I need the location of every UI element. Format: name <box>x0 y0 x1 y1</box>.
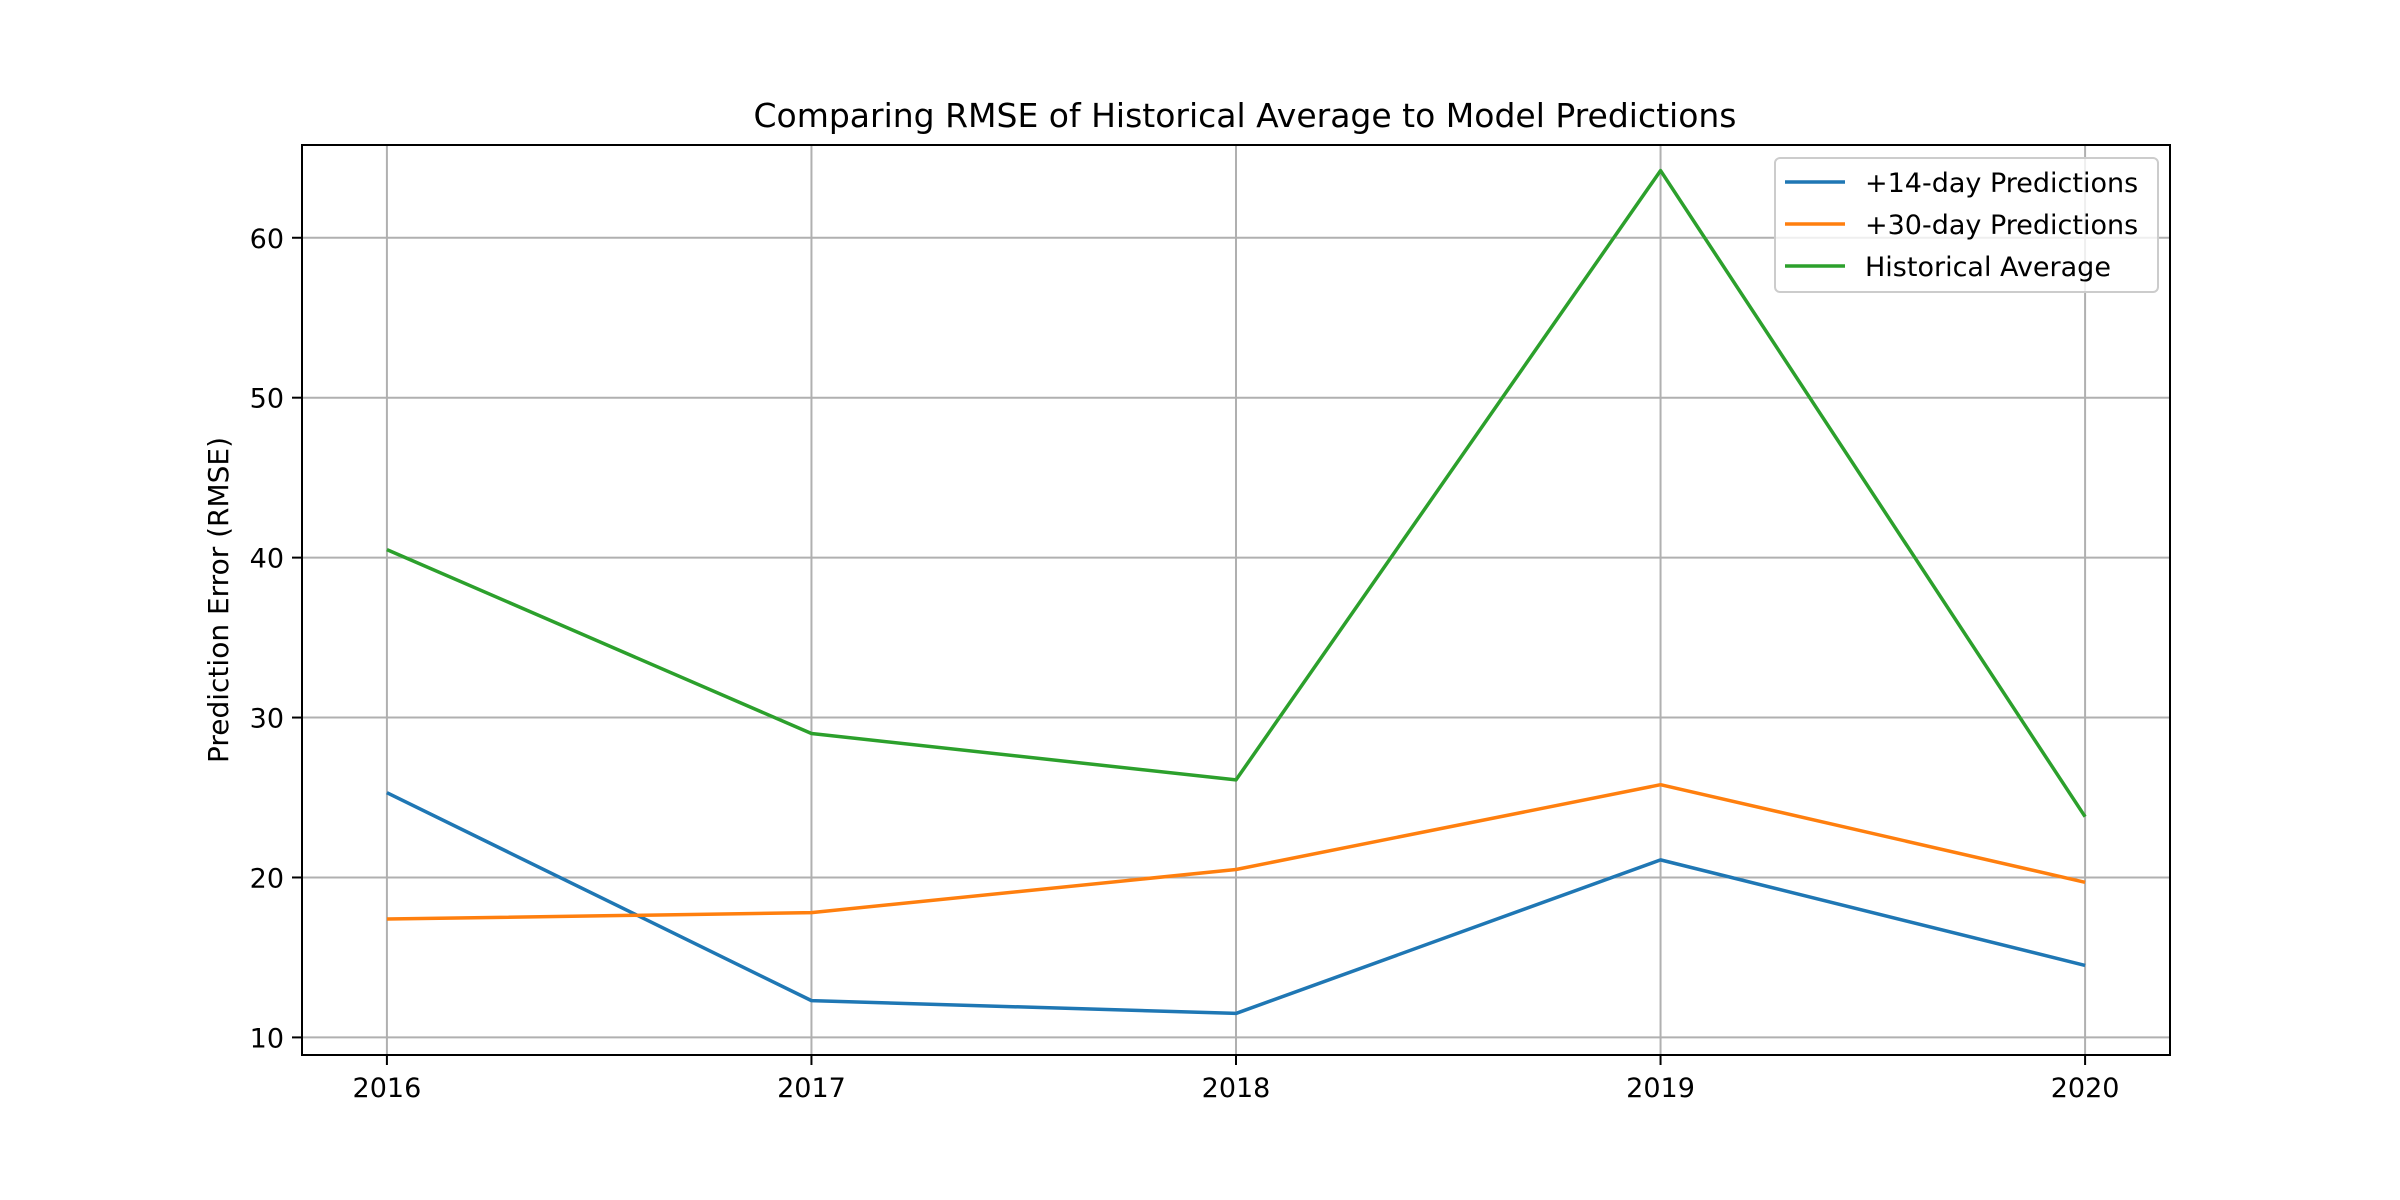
legend-label: +14-day Predictions <box>1865 168 2138 199</box>
y-tick-label: 30 <box>250 704 284 735</box>
series-line-3 <box>386 168 2087 818</box>
x-tick-label: 2020 <box>2051 1073 2120 1104</box>
x-axis-ticks: 2016 2017 2018 2019 2020 <box>353 1055 2120 1104</box>
y-tick-label: 60 <box>250 224 284 255</box>
x-tick-label: 2018 <box>1202 1073 1271 1104</box>
x-tick-label: 2019 <box>1626 1073 1695 1104</box>
series-line-1 <box>386 791 2086 1016</box>
legend-box <box>1774 157 2159 293</box>
legend-label: Historical Average <box>1865 252 2111 283</box>
y-tick-label: 20 <box>250 863 284 894</box>
series-lines <box>386 168 2087 1016</box>
x-tick-label: 2017 <box>777 1073 846 1104</box>
y-tick-label: 40 <box>250 544 284 575</box>
y-tick-label: 10 <box>250 1023 284 1054</box>
y-axis-ticks: 10 20 30 40 50 60 <box>250 224 302 1054</box>
legend-label: +30-day Predictions <box>1865 210 2138 241</box>
series-line-2 <box>386 782 2086 921</box>
y-tick-label: 50 <box>250 384 284 415</box>
chart-title: Comparing RMSE of Historical Average to … <box>753 96 1736 135</box>
x-tick-label: 2016 <box>353 1073 422 1104</box>
legend-entries: +14-day Predictions +30-day Predictions Hi… <box>1785 168 2138 283</box>
y-axis-label: Prediction Error (RMSE) <box>202 437 235 763</box>
legend: +14-day Predictions +30-day Predictions Hi… <box>1774 157 2159 293</box>
